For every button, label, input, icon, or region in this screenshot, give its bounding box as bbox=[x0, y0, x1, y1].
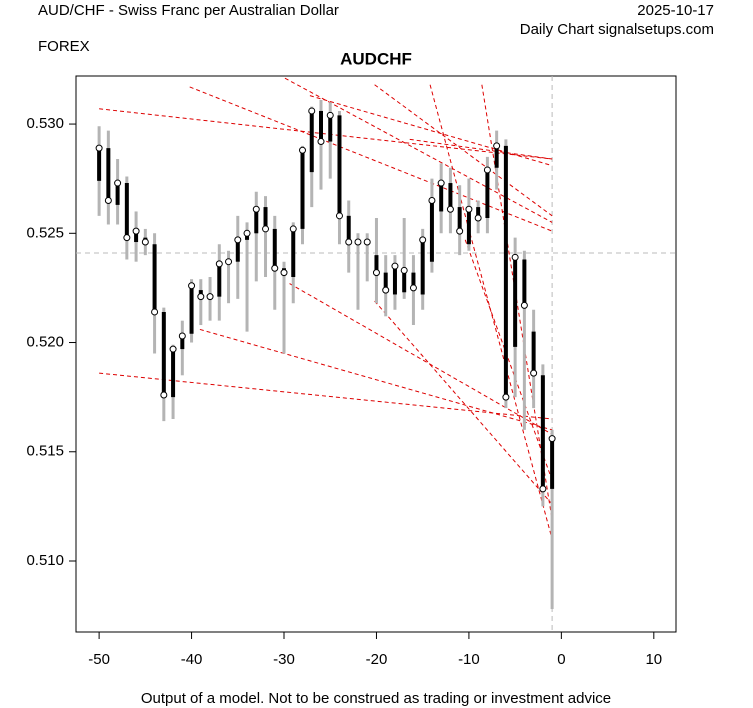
trend-line bbox=[289, 283, 553, 435]
header-right: 2025-10-17 bbox=[637, 2, 714, 19]
close-marker bbox=[225, 258, 233, 266]
close-marker bbox=[363, 238, 371, 246]
close-marker bbox=[474, 214, 482, 222]
x-tick-label: -30 bbox=[273, 651, 295, 668]
close-marker bbox=[188, 282, 196, 290]
close-marker bbox=[372, 269, 380, 277]
close-marker bbox=[114, 179, 122, 187]
close-marker bbox=[483, 166, 491, 174]
trend-line bbox=[374, 84, 553, 217]
header-right-sub: Daily Chart signalsetups.com bbox=[520, 21, 714, 38]
trend-line bbox=[374, 300, 553, 505]
close-marker bbox=[419, 236, 427, 244]
close-marker bbox=[299, 146, 307, 154]
close-marker bbox=[446, 205, 454, 213]
close-marker bbox=[400, 266, 408, 274]
close-marker bbox=[308, 107, 316, 115]
y-tick-label: 0.510 bbox=[26, 552, 64, 569]
close-marker bbox=[530, 369, 538, 377]
y-tick-label: 0.520 bbox=[26, 333, 64, 350]
close-marker bbox=[262, 225, 270, 233]
header-left: AUD/CHF - Swiss Franc per Australian Dol… bbox=[38, 2, 339, 19]
close-marker bbox=[511, 253, 519, 261]
close-marker bbox=[345, 238, 353, 246]
close-marker bbox=[382, 286, 390, 294]
x-tick-label: -20 bbox=[366, 651, 388, 668]
close-marker bbox=[335, 212, 343, 220]
close-marker bbox=[456, 227, 464, 235]
close-marker bbox=[252, 205, 260, 213]
close-marker bbox=[132, 227, 140, 235]
close-marker bbox=[391, 262, 399, 270]
x-tick-label: 0 bbox=[557, 651, 565, 668]
close-marker bbox=[95, 144, 103, 152]
close-marker bbox=[234, 236, 242, 244]
close-marker bbox=[141, 238, 149, 246]
close-marker bbox=[437, 179, 445, 187]
close-marker bbox=[502, 393, 510, 401]
trend-line bbox=[429, 84, 553, 540]
x-tick-label: -10 bbox=[458, 651, 480, 668]
close-marker bbox=[317, 138, 325, 146]
trend-line bbox=[409, 138, 553, 160]
close-marker bbox=[104, 197, 112, 205]
close-marker bbox=[169, 345, 177, 353]
trend-line bbox=[464, 239, 553, 481]
header-left-sub: FOREX bbox=[38, 38, 90, 55]
close-marker bbox=[206, 293, 214, 301]
close-marker bbox=[548, 435, 556, 443]
close-marker bbox=[178, 332, 186, 340]
y-tick-label: 0.515 bbox=[26, 443, 64, 460]
close-marker bbox=[151, 308, 159, 316]
close-marker bbox=[428, 197, 436, 205]
close-marker bbox=[539, 485, 547, 493]
x-tick-label: 10 bbox=[645, 651, 662, 668]
close-marker bbox=[354, 238, 362, 246]
close-marker bbox=[280, 269, 288, 277]
close-marker bbox=[197, 293, 205, 301]
x-tick-label: -50 bbox=[88, 651, 110, 668]
footer: Output of a model. Not to be construed a… bbox=[141, 690, 611, 707]
close-marker bbox=[243, 229, 251, 237]
chart-title: AUDCHF bbox=[340, 49, 412, 68]
trend-line bbox=[199, 328, 553, 431]
close-marker bbox=[215, 260, 223, 268]
plot-frame bbox=[75, 75, 677, 633]
close-marker bbox=[160, 391, 168, 399]
trend-line bbox=[99, 372, 553, 420]
x-tick-label: -40 bbox=[181, 651, 203, 668]
y-tick-label: 0.530 bbox=[26, 115, 64, 132]
trend-line bbox=[189, 86, 553, 232]
close-marker bbox=[326, 111, 334, 119]
y-tick-label: 0.525 bbox=[26, 224, 64, 241]
close-marker bbox=[123, 234, 131, 242]
close-marker bbox=[289, 225, 297, 233]
trend-line bbox=[309, 95, 553, 167]
close-marker bbox=[520, 301, 528, 309]
close-marker bbox=[271, 264, 279, 272]
trend-line bbox=[99, 108, 553, 160]
close-marker bbox=[409, 284, 417, 292]
close-marker bbox=[493, 142, 501, 150]
close-marker bbox=[465, 205, 473, 213]
